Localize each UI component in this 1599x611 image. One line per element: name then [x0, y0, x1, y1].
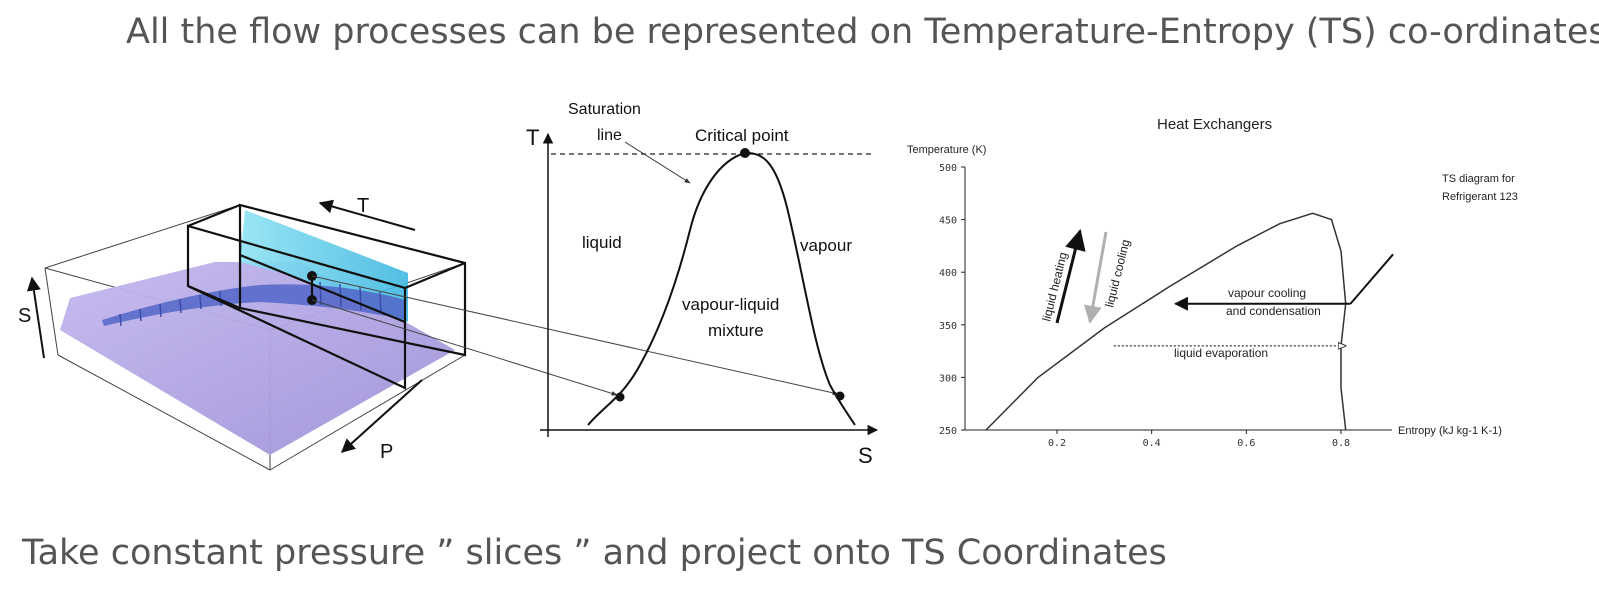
liquid-cooling-label: liquid cooling: [1102, 238, 1132, 309]
vapour-region-label: vapour: [800, 236, 852, 255]
y-tick-label: 400: [939, 268, 957, 279]
saturation-dome: [587, 151, 856, 426]
x-axis-label: Entropy (kJ kg-1 K-1): [1398, 425, 1502, 437]
chart-note-1: TS diagram for: [1442, 173, 1515, 185]
y-ticks: 250 300 350 400 450 500: [939, 163, 965, 437]
saturated-liquid-point: [615, 392, 625, 402]
p-axis-label-3d: P: [380, 441, 393, 463]
vapour-cooling-label-2: and condensation: [1226, 304, 1321, 318]
x-tick-label: 0.6: [1237, 438, 1255, 449]
mixture-label-1: vapour-liquid: [682, 295, 779, 314]
y-tick-label: 500: [939, 163, 957, 174]
y-tick-label: 350: [939, 321, 957, 332]
projection-lines: [311, 275, 839, 396]
x-tick-label: 0.2: [1048, 438, 1066, 449]
saturation-line-pointer: [624, 141, 691, 184]
s-axis-arrow: [26, 276, 45, 359]
y-axis-label: Temperature (K): [907, 144, 986, 156]
x-tick-label: 0.4: [1143, 438, 1161, 449]
saturated-vapour-point: [835, 391, 845, 401]
p-axis-arrow: [340, 379, 423, 453]
superheat-line: [1349, 253, 1394, 305]
saturation-label-1: Saturation: [568, 101, 641, 118]
chart-title: Heat Exchangers: [1157, 116, 1272, 133]
critical-point-label: Critical point: [695, 126, 789, 145]
y-tick-label: 300: [939, 373, 957, 384]
liquid-region-label: liquid: [582, 233, 622, 252]
ts-s-label: S: [858, 443, 873, 468]
pvt-surface-diagram: T S P: [18, 195, 467, 471]
slide-title: All the flow processes can be represente…: [126, 12, 1599, 52]
vapour-cooling-label-1: vapour cooling: [1228, 286, 1306, 300]
critical-point-marker: [740, 148, 750, 158]
ts-t-label: T: [526, 125, 539, 150]
s-axis-label-3d: S: [18, 305, 31, 327]
y-tick-label: 450: [939, 216, 957, 227]
t-axis-arrow: [318, 199, 416, 231]
liquid-cooling-arrow: [1083, 231, 1108, 324]
chart-note-2: Refrigerant 123: [1442, 191, 1518, 203]
x-ticks: 0.2 0.4 0.6 0.8: [1048, 430, 1350, 449]
slide-caption: Take constant pressure ” slices ” and pr…: [22, 533, 1167, 573]
y-tick-label: 250: [939, 426, 957, 437]
liquid-heating-arrow: [1055, 228, 1086, 324]
ts-schematic: T S Saturation line Critical point liqui…: [526, 101, 879, 468]
x-tick-label: 0.8: [1332, 438, 1350, 449]
liquid-evaporation-label: liquid evaporation: [1174, 346, 1268, 360]
saturation-label-2: line: [597, 127, 622, 144]
two-phase-ridge: [102, 284, 405, 326]
mixture-label-2: mixture: [708, 321, 764, 340]
heat-exchanger-chart: Heat Exchangers Temperature (K) Entropy …: [907, 116, 1518, 449]
t-axis-label-3d: T: [357, 195, 369, 217]
r123-saturation-curve: [985, 212, 1347, 431]
